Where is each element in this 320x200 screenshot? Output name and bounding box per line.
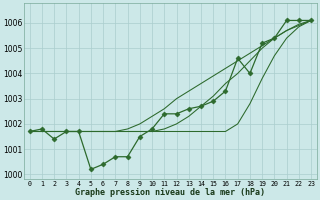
X-axis label: Graphe pression niveau de la mer (hPa): Graphe pression niveau de la mer (hPa) [76,188,265,197]
